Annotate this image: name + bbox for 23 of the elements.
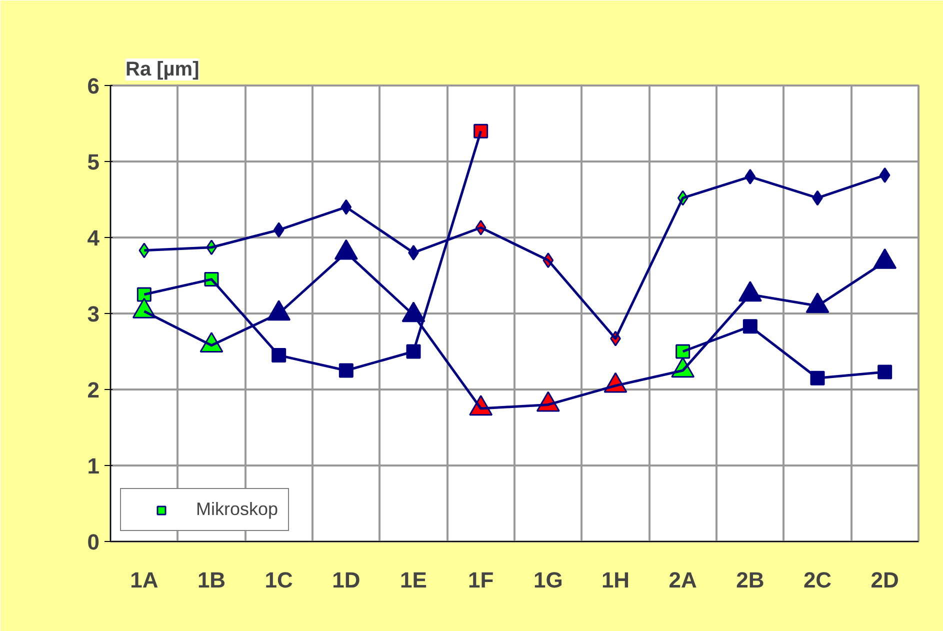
x-tick-label: 1B <box>197 568 226 592</box>
y-tick-label: 5 <box>87 150 100 174</box>
point <box>474 124 488 138</box>
y-tick-label: 4 <box>87 226 100 250</box>
x-tick-label: 1C <box>264 568 294 592</box>
x-tick-label: 1A <box>130 568 158 592</box>
chart-title: Ra [µm] <box>126 58 200 80</box>
x-tick-label: 2C <box>803 568 832 592</box>
x-tick-label: 1G <box>533 568 563 592</box>
x-tick-label: 1D <box>332 568 360 592</box>
y-tick-label: 6 <box>87 74 100 98</box>
x-tick-label: 1H <box>601 568 630 592</box>
legend-label: Mikroskop <box>196 499 278 520</box>
x-tick-label: 1F <box>468 568 494 592</box>
y-tick-label: 2 <box>87 378 100 402</box>
x-tick-label: 1E <box>400 568 427 592</box>
x-tick-label: 2B <box>736 568 764 592</box>
y-tick-label: 0 <box>87 530 100 554</box>
y-tick-label: 3 <box>87 302 100 326</box>
point <box>878 364 892 380</box>
x-tick-label: 2A <box>668 568 698 592</box>
y-tick-label: 1 <box>87 454 100 478</box>
x-tick-label: 2D <box>870 568 899 592</box>
